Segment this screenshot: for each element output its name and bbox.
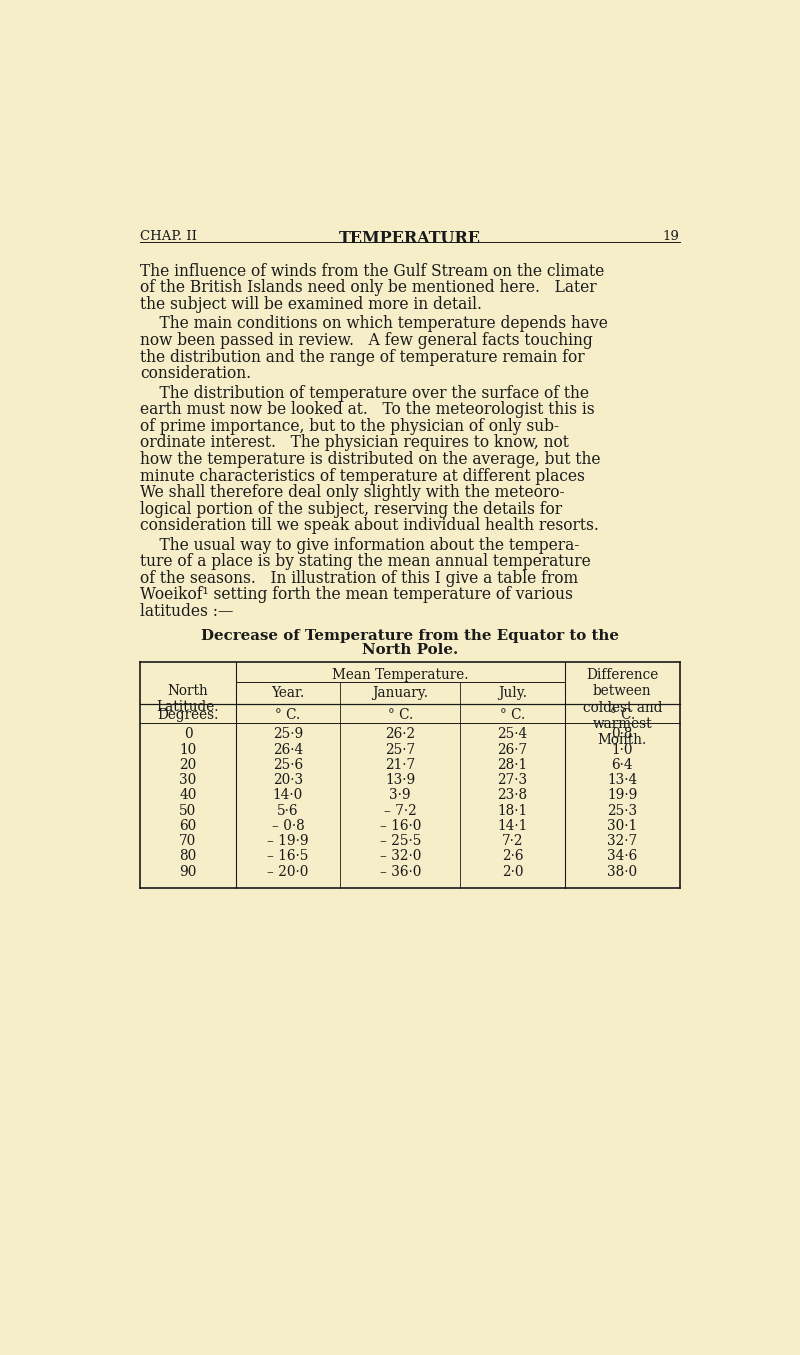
Text: The usual way to give information about the tempera-: The usual way to give information about … xyxy=(140,537,580,554)
Text: 38·0: 38·0 xyxy=(607,864,638,878)
Text: 6·4: 6·4 xyxy=(611,757,633,772)
Text: 25·9: 25·9 xyxy=(273,728,303,741)
Text: 80: 80 xyxy=(179,850,197,863)
Text: – 32·0: – 32·0 xyxy=(380,850,421,863)
Text: 30: 30 xyxy=(179,774,197,787)
Text: 27·3: 27·3 xyxy=(498,774,528,787)
Text: 7·2: 7·2 xyxy=(502,835,523,848)
Text: January.: January. xyxy=(372,686,428,699)
Text: logical portion of the subject, reserving the details for: logical portion of the subject, reservin… xyxy=(140,500,562,518)
Text: Woeikof¹ setting forth the mean temperature of various: Woeikof¹ setting forth the mean temperat… xyxy=(140,587,573,603)
Text: Year.: Year. xyxy=(271,686,305,699)
Text: – 7·2: – 7·2 xyxy=(384,804,417,817)
Text: Difference
between
coldest and
warmest
Month.: Difference between coldest and warmest M… xyxy=(582,668,662,747)
Text: 32·7: 32·7 xyxy=(607,835,638,848)
Text: 50: 50 xyxy=(179,804,197,817)
Text: – 16·0: – 16·0 xyxy=(380,818,421,833)
Text: – 19·9: – 19·9 xyxy=(267,835,309,848)
Text: 5·6: 5·6 xyxy=(277,804,298,817)
Text: 23·8: 23·8 xyxy=(498,789,528,802)
Text: TEMPERATURE: TEMPERATURE xyxy=(339,230,481,248)
Text: Mean Temperature.: Mean Temperature. xyxy=(332,668,469,682)
Text: The influence of winds from the Gulf Stream on the climate: The influence of winds from the Gulf Str… xyxy=(140,263,605,279)
Text: how the temperature is distributed on the average, but the: how the temperature is distributed on th… xyxy=(140,451,601,467)
Text: 14·1: 14·1 xyxy=(498,818,528,833)
Text: – 16·5: – 16·5 xyxy=(267,850,309,863)
Text: 19: 19 xyxy=(663,230,680,244)
Text: 18·1: 18·1 xyxy=(498,804,528,817)
Text: consideration.: consideration. xyxy=(140,364,251,382)
Text: 13·9: 13·9 xyxy=(385,774,415,787)
Text: 0: 0 xyxy=(184,728,192,741)
Text: – 25·5: – 25·5 xyxy=(380,835,421,848)
Text: 0·8: 0·8 xyxy=(612,728,633,741)
Text: 19·9: 19·9 xyxy=(607,789,638,802)
Text: Decrease of Temperature from the Equator to the: Decrease of Temperature from the Equator… xyxy=(201,629,619,642)
Text: 20·3: 20·3 xyxy=(273,774,303,787)
Text: 25·7: 25·7 xyxy=(386,743,415,756)
Text: 26·4: 26·4 xyxy=(273,743,303,756)
Text: 26·7: 26·7 xyxy=(498,743,528,756)
Text: 2·6: 2·6 xyxy=(502,850,523,863)
Text: 25·4: 25·4 xyxy=(498,728,528,741)
Text: 60: 60 xyxy=(179,818,197,833)
Text: ° C.: ° C. xyxy=(275,709,301,722)
Text: 1·0: 1·0 xyxy=(612,743,633,756)
Text: 70: 70 xyxy=(179,835,197,848)
Text: North Pole.: North Pole. xyxy=(362,644,458,657)
Text: 3·9: 3·9 xyxy=(390,789,411,802)
Text: 40: 40 xyxy=(179,789,197,802)
Text: 10: 10 xyxy=(179,743,197,756)
Text: ture of a place is by stating the mean annual temperature: ture of a place is by stating the mean a… xyxy=(140,553,591,570)
Text: We shall therefore deal only slightly with the meteoro-: We shall therefore deal only slightly wi… xyxy=(140,484,565,501)
Text: 13·4: 13·4 xyxy=(607,774,638,787)
Text: the distribution and the range of temperature remain for: the distribution and the range of temper… xyxy=(140,348,585,366)
Text: ° C.: ° C. xyxy=(610,709,635,722)
Text: Degrees.: Degrees. xyxy=(158,709,218,722)
Text: 2·0: 2·0 xyxy=(502,864,523,878)
Text: The main conditions on which temperature depends have: The main conditions on which temperature… xyxy=(140,316,608,332)
Text: ° C.: ° C. xyxy=(388,709,413,722)
Text: 26·2: 26·2 xyxy=(386,728,415,741)
Text: 20: 20 xyxy=(179,757,197,772)
Text: 28·1: 28·1 xyxy=(498,757,528,772)
Text: of the British Islands need only be mentioned here.   Later: of the British Islands need only be ment… xyxy=(140,279,597,297)
Text: North
Latitude.: North Latitude. xyxy=(157,683,219,714)
Text: 21·7: 21·7 xyxy=(386,757,415,772)
Text: – 20·0: – 20·0 xyxy=(267,864,309,878)
Text: July.: July. xyxy=(498,686,527,699)
Text: consideration till we speak about individual health resorts.: consideration till we speak about indivi… xyxy=(140,518,599,534)
Text: of prime importance, but to the physician of only sub-: of prime importance, but to the physicia… xyxy=(140,417,559,435)
Text: 14·0: 14·0 xyxy=(273,789,303,802)
Text: 34·6: 34·6 xyxy=(607,850,638,863)
Text: The distribution of temperature over the surface of the: The distribution of temperature over the… xyxy=(140,385,590,401)
Text: – 0·8: – 0·8 xyxy=(271,818,304,833)
Text: – 36·0: – 36·0 xyxy=(380,864,421,878)
Text: 90: 90 xyxy=(179,864,197,878)
Text: latitudes :—: latitudes :— xyxy=(140,603,234,621)
Text: the subject will be examined more in detail.: the subject will be examined more in det… xyxy=(140,295,482,313)
Text: 25·3: 25·3 xyxy=(607,804,638,817)
Text: 30·1: 30·1 xyxy=(607,818,638,833)
Text: 25·6: 25·6 xyxy=(273,757,303,772)
Text: ordinate interest.   The physician requires to know, not: ordinate interest. The physician require… xyxy=(140,435,569,451)
Text: of the seasons.   In illustration of this I give a table from: of the seasons. In illustration of this … xyxy=(140,570,578,587)
Text: earth must now be looked at.   To the meteorologist this is: earth must now be looked at. To the mete… xyxy=(140,401,595,419)
Text: CHAP. II: CHAP. II xyxy=(140,230,198,244)
Text: now been passed in review.   A few general facts touching: now been passed in review. A few general… xyxy=(140,332,593,350)
Text: ° C.: ° C. xyxy=(500,709,526,722)
Text: minute characteristics of temperature at different places: minute characteristics of temperature at… xyxy=(140,467,585,485)
